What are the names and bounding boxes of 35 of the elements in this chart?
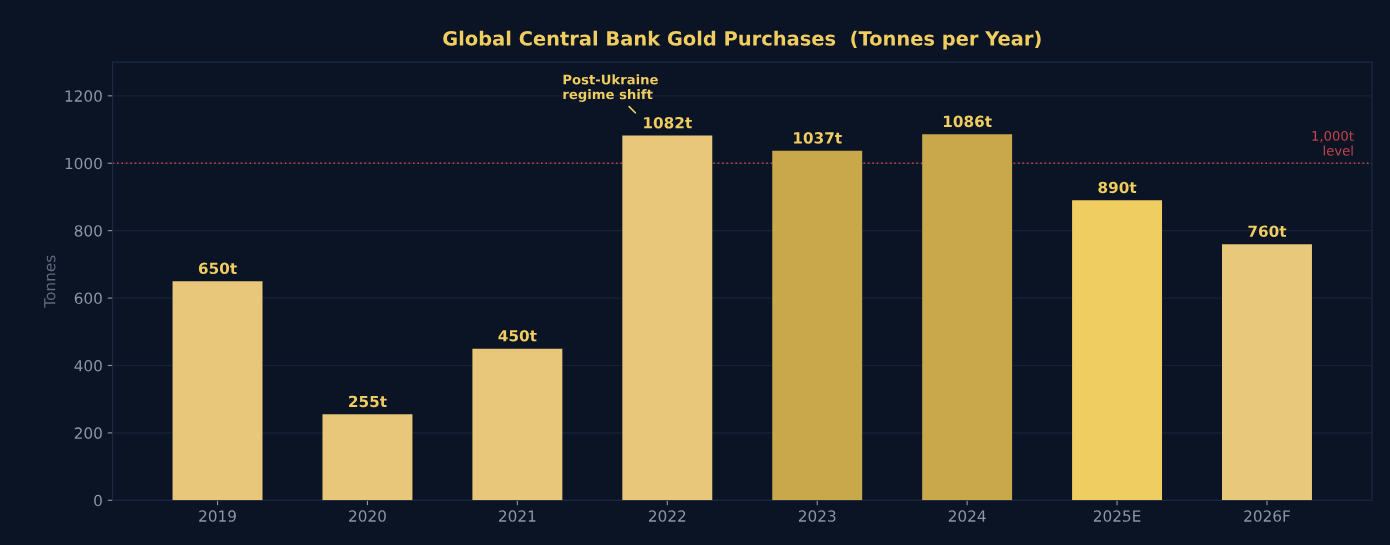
bar xyxy=(1222,244,1312,501)
y-tick-label: 800 xyxy=(74,225,102,237)
data-label: 450t xyxy=(498,329,537,342)
y-tick-label: 600 xyxy=(74,292,102,305)
x-tick-label: 2026F xyxy=(1244,510,1290,522)
data-label: 890t xyxy=(1098,181,1137,194)
bar xyxy=(622,135,713,501)
bar xyxy=(922,134,1013,501)
data-label: 650t xyxy=(198,262,237,275)
data-label: 1037t xyxy=(794,132,842,144)
y-tick-label: 1000 xyxy=(65,157,102,170)
bar xyxy=(472,348,563,501)
x-tick-label: 2022 xyxy=(648,510,686,522)
ref-line-label: 1,000t level xyxy=(1312,130,1354,156)
y-axis-title: Tonnes xyxy=(44,255,56,308)
x-tick-label: 2025E xyxy=(1093,510,1141,522)
chart-title: Global Central Bank Gold Purchases (Tonnes per Year) xyxy=(443,30,1041,50)
y-tick-label: 1200 xyxy=(65,90,102,102)
y-tick-label: 200 xyxy=(74,427,102,439)
data-label: 1086t xyxy=(943,115,992,128)
x-tick-label: 2019 xyxy=(199,510,236,522)
data-label: 760t xyxy=(1248,225,1287,238)
x-tick-label: 2024 xyxy=(948,510,986,522)
data-label: 1082t xyxy=(644,116,692,129)
bar xyxy=(1072,200,1163,501)
bar xyxy=(172,281,263,501)
bar xyxy=(322,414,413,501)
y-tick-label: 0 xyxy=(94,494,102,507)
data-label: 255t xyxy=(349,395,387,408)
x-tick-label: 2021 xyxy=(499,510,536,522)
x-tick-label: 2020 xyxy=(349,510,386,522)
bar xyxy=(772,150,863,501)
y-tick-label: 400 xyxy=(74,359,102,372)
annotation: Post-Ukraine regime shift xyxy=(563,74,658,102)
x-tick-label: 2023 xyxy=(798,510,836,522)
